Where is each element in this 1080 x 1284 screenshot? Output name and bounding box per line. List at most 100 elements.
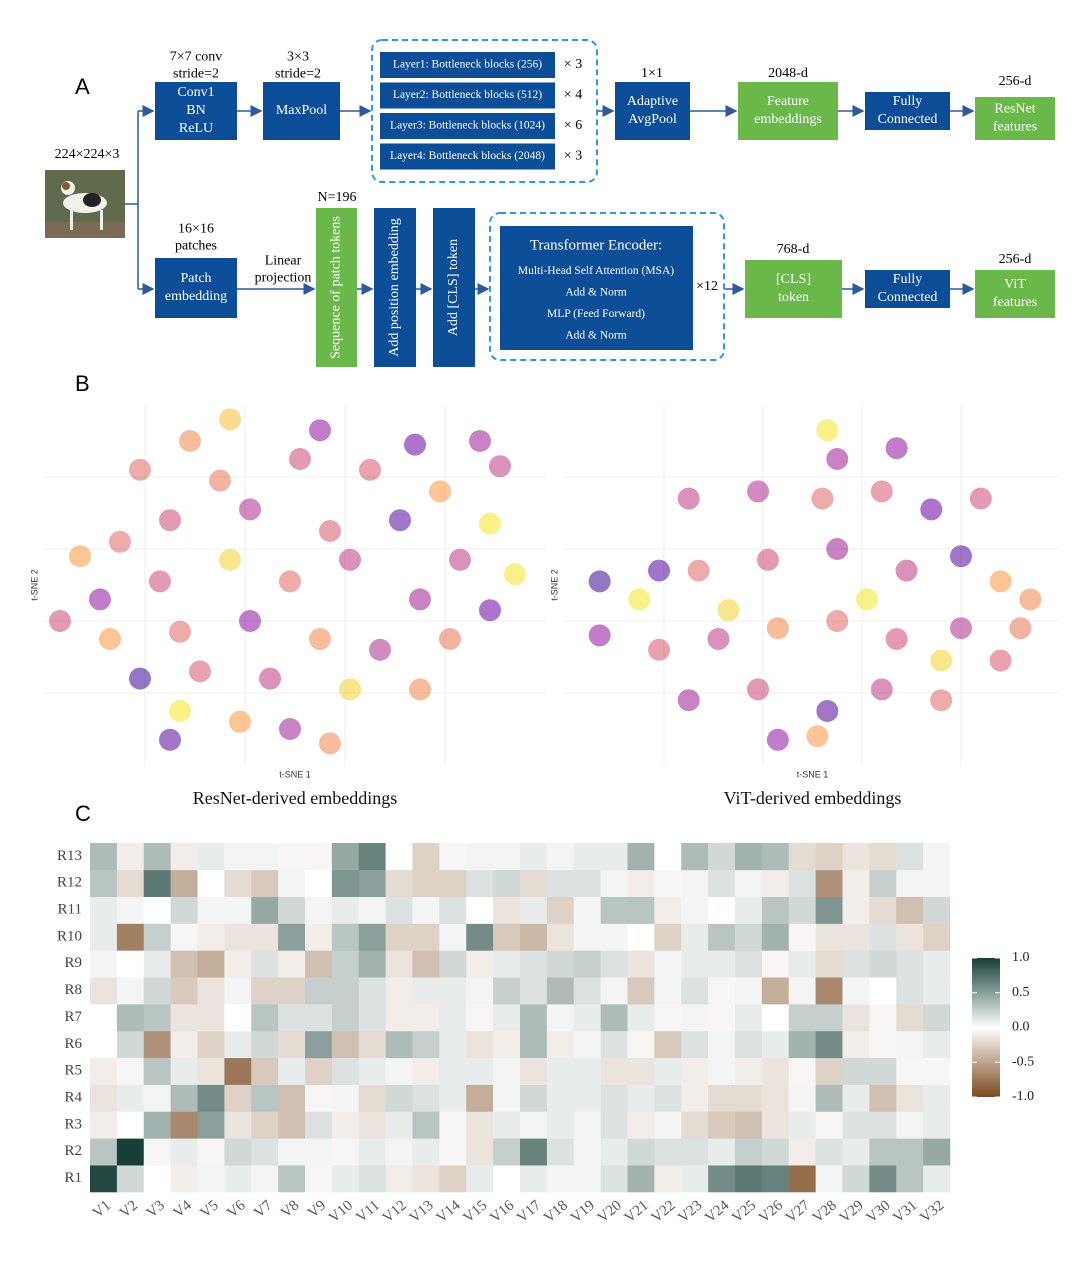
- cell: [869, 869, 897, 897]
- cell: [90, 1138, 118, 1166]
- cell: [385, 950, 413, 978]
- cell: [466, 1057, 494, 1085]
- cell: [412, 843, 440, 871]
- block-label: AvgPool: [628, 112, 677, 127]
- cell: [896, 896, 924, 924]
- cell: [735, 1111, 763, 1139]
- panel-label: A: [75, 74, 90, 99]
- point: [149, 570, 171, 593]
- cell: [842, 1165, 870, 1193]
- cell: [600, 1165, 628, 1193]
- cell: [358, 869, 386, 897]
- cell: [116, 896, 145, 924]
- cell: [466, 923, 494, 951]
- cell: [305, 843, 333, 871]
- cell: [681, 1057, 709, 1085]
- cell: [331, 896, 360, 924]
- cell: [493, 869, 521, 897]
- column-label: V18: [541, 1197, 571, 1226]
- cell: [923, 1030, 951, 1059]
- cell: [116, 1004, 145, 1032]
- cell: [546, 1084, 575, 1112]
- cell: [90, 1030, 118, 1059]
- cell: [466, 869, 494, 897]
- cell: [251, 1030, 279, 1059]
- cell: [654, 1138, 682, 1166]
- cell: [197, 1030, 225, 1059]
- colorbar-tick-label: 1.0: [1012, 950, 1030, 965]
- cell: [331, 1057, 360, 1085]
- column-label: V14: [434, 1197, 464, 1226]
- block-label: features: [993, 295, 1037, 310]
- cell: [197, 1084, 225, 1112]
- row-label: R3: [64, 1116, 82, 1132]
- cell: [708, 977, 736, 1005]
- cell: [573, 1138, 601, 1166]
- arrows: [125, 105, 975, 295]
- cell: [815, 950, 843, 978]
- cell: [385, 1030, 413, 1059]
- cell: [896, 1057, 924, 1085]
- block: [433, 208, 475, 367]
- cell: [439, 869, 467, 897]
- layer-label: Layer2: Bottleneck blocks (512): [393, 89, 542, 101]
- y-axis-label: t-SNE 2: [29, 569, 39, 601]
- cell: [708, 843, 736, 871]
- point: [189, 660, 211, 683]
- cell: [466, 950, 494, 978]
- param-label: stride=2: [275, 67, 321, 82]
- cell: [627, 1165, 655, 1193]
- cell: [761, 1111, 790, 1139]
- cell: [90, 1165, 118, 1193]
- block-label: Fully: [893, 272, 923, 287]
- column-label: V28: [810, 1197, 840, 1226]
- cell: [170, 1111, 198, 1139]
- cell: [197, 977, 225, 1005]
- cell: [170, 1004, 198, 1032]
- cell: [278, 923, 306, 951]
- cell: [466, 977, 494, 1005]
- cell: [197, 950, 225, 978]
- cell: [546, 1111, 575, 1139]
- block-label: Feature: [767, 94, 809, 109]
- cell: [466, 1111, 494, 1139]
- cell: [170, 923, 198, 951]
- cell: [681, 1138, 709, 1166]
- point: [209, 469, 231, 492]
- cell: [681, 1111, 709, 1139]
- point: [319, 520, 341, 542]
- cell: [546, 1138, 575, 1166]
- cell: [708, 923, 736, 951]
- column-label: V16: [487, 1197, 517, 1226]
- column-label: V8: [278, 1197, 302, 1221]
- point: [969, 487, 992, 510]
- column-label: V2: [117, 1197, 141, 1221]
- point: [259, 667, 281, 690]
- encoder-line: Multi-Head Self Attention (MSA): [518, 265, 674, 277]
- row-label: R4: [64, 1089, 82, 1105]
- block: [975, 97, 1055, 140]
- cell: [412, 1165, 440, 1193]
- cell: [143, 1030, 171, 1059]
- cell: [735, 923, 763, 951]
- cell: [278, 1004, 306, 1032]
- point: [129, 458, 151, 481]
- layer-block: [380, 82, 555, 109]
- point: [895, 559, 918, 582]
- cell: [600, 869, 628, 897]
- block-label: Connected: [878, 112, 938, 127]
- cell: [224, 1004, 252, 1032]
- cell: [815, 977, 843, 1005]
- cell: [735, 1084, 763, 1112]
- cell: [654, 1111, 682, 1139]
- cell: [305, 1030, 333, 1059]
- cell: [546, 869, 575, 897]
- cell: [546, 923, 575, 951]
- cell: [170, 950, 198, 978]
- cell: [358, 1057, 386, 1085]
- point: [930, 649, 953, 672]
- block: [155, 258, 237, 318]
- cell: [493, 1165, 521, 1193]
- cell: [520, 1165, 548, 1193]
